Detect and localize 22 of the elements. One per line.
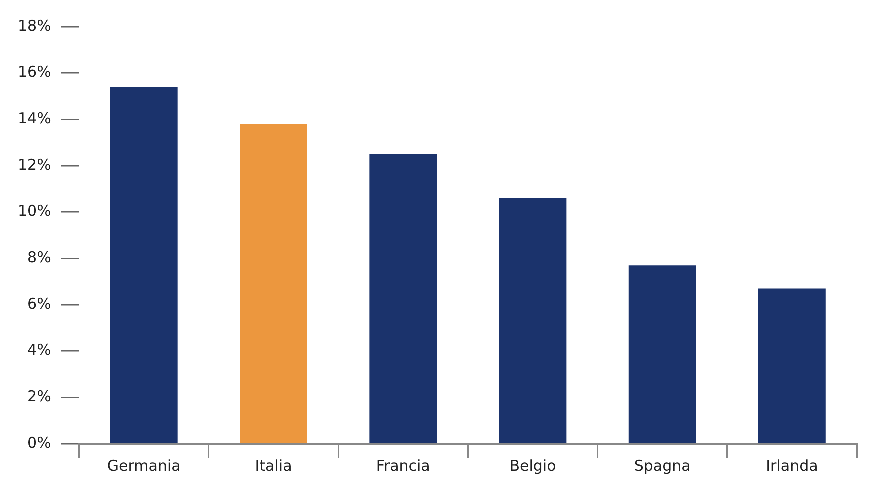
y-tick-label: 8% <box>28 248 52 267</box>
bar <box>499 198 567 444</box>
x-tick-label: Francia <box>376 456 430 475</box>
y-tick-label: 4% <box>28 341 52 360</box>
y-tick-label: 6% <box>28 294 52 313</box>
bar <box>370 154 438 444</box>
y-tick-label: 10% <box>18 202 52 220</box>
x-tick-label: Germania <box>107 456 181 475</box>
x-tick-label: Irlanda <box>766 456 818 475</box>
y-tick-label: 18% <box>18 16 52 35</box>
y-tick-label: 14% <box>18 110 52 128</box>
y-tick-label: 16% <box>18 63 52 82</box>
bar <box>758 288 826 444</box>
x-tick-label: Belgio <box>510 456 556 475</box>
bar <box>628 266 696 444</box>
bar <box>110 87 178 444</box>
bar <box>240 124 308 444</box>
y-tick-label: 12% <box>18 156 52 174</box>
x-tick-label: Italia <box>255 456 292 475</box>
y-tick-label: 2% <box>28 388 52 406</box>
x-tick-label: Spagna <box>634 456 691 475</box>
y-tick-label: 0% <box>28 434 52 452</box>
